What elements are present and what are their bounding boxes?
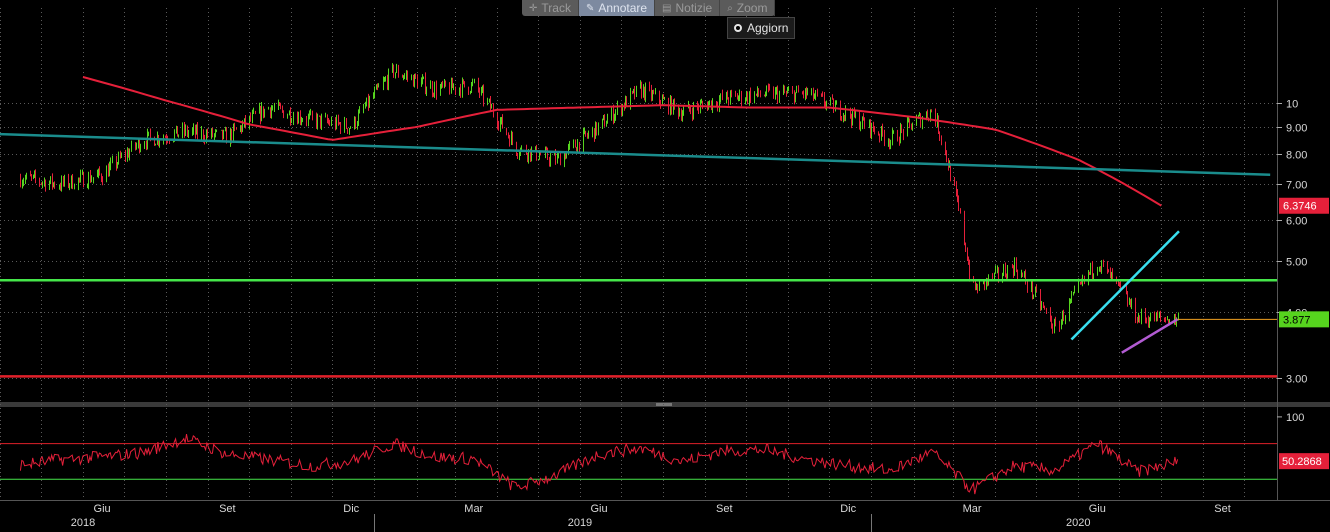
zoom-button[interactable]: ⌕ Zoom bbox=[720, 0, 776, 16]
grid-lines bbox=[0, 0, 1330, 501]
track-label: Track bbox=[541, 1, 571, 15]
month-label: Set bbox=[1214, 503, 1231, 515]
news-label: Notizie bbox=[675, 1, 713, 15]
magnifier-icon: ⌕ bbox=[727, 2, 733, 14]
month-label: Set bbox=[219, 503, 236, 515]
annotate-label: Annotare bbox=[598, 1, 648, 15]
month-label: Giu bbox=[590, 503, 607, 515]
zoom-label: Zoom bbox=[736, 1, 768, 15]
price-tick-label: 6.00 bbox=[1286, 216, 1307, 228]
price-tick-label: 10 bbox=[1286, 99, 1298, 111]
month-label: Giu bbox=[1089, 503, 1106, 515]
chart-toolbar: ✛ Track ✎ Annotare ▤ Notizie ⌕ Zoom bbox=[522, 0, 776, 16]
refresh-label: Aggiorn bbox=[747, 21, 789, 35]
trendline bbox=[1070, 230, 1180, 341]
price-tick-label: 3.00 bbox=[1286, 374, 1307, 386]
pencil-icon: ✎ bbox=[585, 2, 595, 14]
news-icon: ▤ bbox=[662, 2, 672, 14]
refresh-button[interactable]: Aggiorn bbox=[727, 17, 796, 39]
month-label: Mar bbox=[963, 503, 982, 515]
oscillator-last-value-text: 50.2868 bbox=[1282, 456, 1322, 468]
last-value-badge bbox=[1279, 197, 1329, 214]
price-tick-label: 7.00 bbox=[1286, 180, 1307, 192]
last-value-badge bbox=[1279, 311, 1329, 328]
track-button[interactable]: ✛ Track bbox=[522, 0, 579, 16]
month-label: Set bbox=[716, 503, 733, 515]
month-label: Dic bbox=[840, 503, 856, 515]
last-value-text: 3.877 bbox=[1283, 314, 1311, 326]
annotate-button[interactable]: ✎ Annotare bbox=[578, 0, 656, 16]
month-label: Mar bbox=[464, 503, 483, 515]
oscillator-panel: 100 50.2868 bbox=[0, 412, 1329, 495]
moving-average-line bbox=[82, 76, 1162, 207]
last-value-text: 6.3746 bbox=[1283, 201, 1317, 213]
year-label: 2019 bbox=[568, 517, 592, 529]
refresh-radio-icon bbox=[734, 24, 742, 32]
month-label: Giu bbox=[94, 503, 111, 515]
oscillator-tick-label: 100 bbox=[1286, 412, 1304, 424]
price-tick-label: 5.00 bbox=[1286, 257, 1307, 269]
last-value-labels: 6.3746 3.877 bbox=[1279, 197, 1329, 328]
month-label: Dic bbox=[343, 503, 359, 515]
price-tick-label: 9.00 bbox=[1286, 123, 1307, 135]
time-axis: Giu Set Dic Mar Giu Set Dic Mar Giu Set 2018 2019 20… bbox=[71, 503, 1231, 532]
oscillator-line bbox=[19, 434, 1179, 495]
price-tick-label: 8.00 bbox=[1286, 150, 1307, 162]
trendline bbox=[0, 132, 1271, 177]
crosshair-icon: ✛ bbox=[529, 2, 538, 14]
news-button[interactable]: ▤ Notizie bbox=[655, 0, 721, 16]
price-axis: 109.008.007.006.005.004.003.00 bbox=[1277, 99, 1307, 386]
year-label: 2018 bbox=[71, 517, 95, 529]
year-label: 2020 bbox=[1066, 517, 1090, 529]
overlay-lines bbox=[0, 76, 1277, 378]
oscillator-last-value-badge bbox=[1279, 453, 1329, 470]
trendline bbox=[1121, 318, 1179, 354]
